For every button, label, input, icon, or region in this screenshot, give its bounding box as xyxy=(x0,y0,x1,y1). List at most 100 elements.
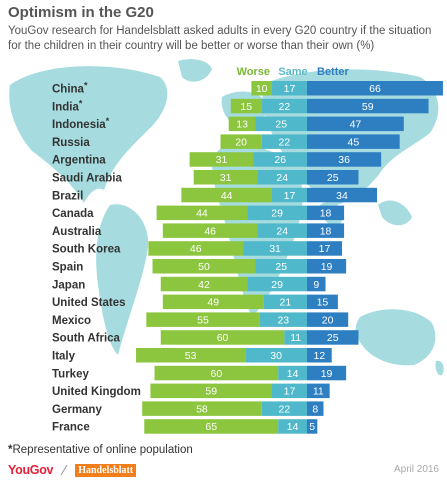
bar-better xyxy=(307,241,343,256)
data-label-same: 26 xyxy=(274,154,286,166)
country-labels: China* India* Indonesia* Russia Argentina Sau… xyxy=(52,81,141,434)
map-landmass-7 xyxy=(378,200,412,226)
representative-star: * xyxy=(106,116,110,126)
bar-worse xyxy=(160,330,285,345)
bar-worse xyxy=(228,116,256,132)
slash-divider xyxy=(60,464,68,476)
representative-star: * xyxy=(84,81,88,91)
bar-same xyxy=(259,312,307,327)
data-label-better: 17 xyxy=(319,243,331,255)
bar-worse xyxy=(148,241,244,256)
data-label-same: 22 xyxy=(278,403,290,415)
bar-same xyxy=(247,205,307,221)
data-label-same: 29 xyxy=(271,208,283,220)
bar-same xyxy=(253,152,307,167)
bar-worse xyxy=(251,81,272,96)
bar-worse xyxy=(160,276,248,292)
bar-worse xyxy=(152,259,256,274)
footnote: *Representative of online population xyxy=(8,444,193,456)
data-label-better: 66 xyxy=(369,83,381,95)
data-label-better: 47 xyxy=(350,119,362,131)
data-label-worse: 44 xyxy=(196,208,208,220)
country-label: United States xyxy=(52,297,126,309)
bar-worse xyxy=(230,98,262,114)
bar-better xyxy=(307,401,324,416)
bar-better xyxy=(307,134,400,149)
bar-same xyxy=(284,330,307,345)
data-label-worse: 60 xyxy=(211,368,223,380)
bar-better xyxy=(307,330,359,345)
bar-same xyxy=(271,81,307,96)
bar-better xyxy=(307,259,347,274)
bar-worse xyxy=(142,401,262,416)
bar-better xyxy=(307,205,345,221)
data-label-better: 5 xyxy=(309,421,315,433)
data-label-same: 14 xyxy=(287,368,299,380)
data-label-same: 17 xyxy=(284,386,296,398)
data-label-same: 23 xyxy=(277,314,289,326)
date-label: April 2016 xyxy=(393,464,439,475)
data-label-same: 29 xyxy=(271,279,283,291)
data-label-worse: 46 xyxy=(190,243,202,255)
bar-worse xyxy=(181,187,272,203)
map-landmass-1 xyxy=(178,59,212,82)
bar-worse xyxy=(146,312,260,327)
bar-same xyxy=(247,276,307,292)
country-label: India* xyxy=(52,98,83,113)
data-label-worse: 46 xyxy=(204,225,216,237)
country-label: United Kingdom xyxy=(52,386,141,398)
data-label-worse: 60 xyxy=(217,332,229,344)
bar-same xyxy=(245,348,307,363)
data-label-same: 25 xyxy=(275,261,287,273)
bar-same xyxy=(263,294,307,310)
data-label-same: 25 xyxy=(275,119,287,131)
bar-better xyxy=(307,170,359,185)
yougov-logo: YouGov xyxy=(8,463,54,477)
footnote-star: * xyxy=(8,444,13,456)
logos: YouGov Handelsblatt xyxy=(8,463,137,477)
country-label: China* xyxy=(52,81,88,96)
bar-worse xyxy=(220,134,262,149)
bar-better xyxy=(307,223,345,238)
data-label-worse: 13 xyxy=(236,119,248,131)
data-label-worse: 55 xyxy=(197,314,209,326)
country-label: France xyxy=(52,422,90,434)
bar-better xyxy=(307,187,378,203)
bar-same xyxy=(271,383,307,399)
bar-worse xyxy=(189,152,254,167)
bar-better xyxy=(307,419,318,434)
data-label-better: 15 xyxy=(317,297,329,309)
bar-worse xyxy=(154,365,279,381)
map-landmass-2 xyxy=(96,204,149,355)
data-label-better: 8 xyxy=(312,403,318,415)
data-label-better: 19 xyxy=(321,261,333,273)
legend-worse: Worse xyxy=(237,66,270,78)
data-label-same: 31 xyxy=(269,243,281,255)
data-label-better: 18 xyxy=(320,208,332,220)
bar-same xyxy=(255,116,307,132)
data-label-worse: 15 xyxy=(240,101,252,113)
data-label-better: 25 xyxy=(327,172,339,184)
data-label-worse: 31 xyxy=(216,154,228,166)
bar-worse xyxy=(136,348,246,363)
bar-same xyxy=(257,170,307,185)
bar-better xyxy=(307,276,326,292)
country-label: Australia xyxy=(52,226,102,238)
bar-better xyxy=(307,152,382,167)
data-label-same: 22 xyxy=(278,101,290,113)
country-label: South Africa xyxy=(52,333,121,345)
data-label-same: 11 xyxy=(290,332,301,344)
data-label-same: 24 xyxy=(276,172,288,184)
data-label-worse: 59 xyxy=(205,386,217,398)
data-label-worse: 65 xyxy=(205,421,217,433)
map-landmass-0 xyxy=(9,66,168,203)
country-label: South Korea xyxy=(52,244,121,256)
bar-better xyxy=(307,383,330,399)
bar-same xyxy=(278,365,307,381)
bar-same xyxy=(271,187,307,203)
data-label-better: 59 xyxy=(362,101,374,113)
bar-better xyxy=(307,365,347,381)
bar-better xyxy=(307,294,338,310)
bar-same xyxy=(278,419,307,434)
